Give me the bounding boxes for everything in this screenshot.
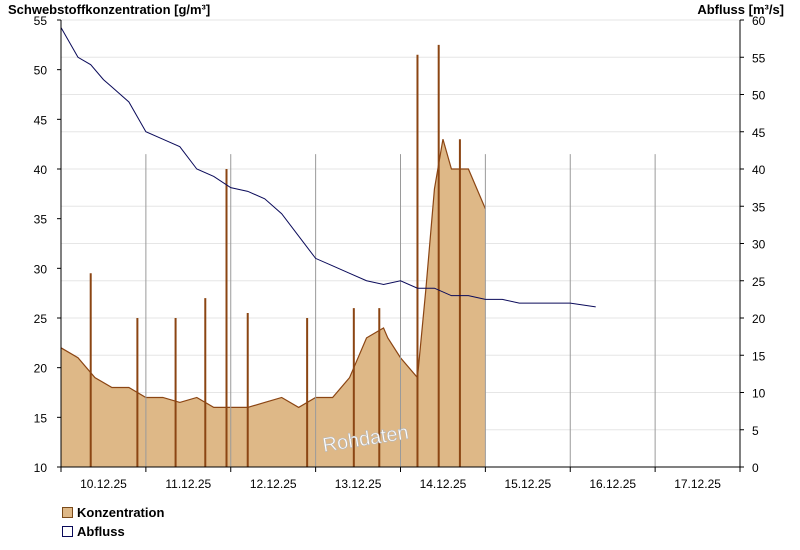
left-axis-tick-label: 25: [34, 312, 48, 326]
left-axis-tick-label: 15: [34, 411, 48, 425]
konzentration-area: [61, 139, 486, 467]
x-axis-tick-label: 13.12.25: [335, 477, 382, 491]
left-axis-tick-label: 35: [34, 213, 48, 227]
abfluss-line: [60, 27, 596, 308]
legend-label-konzentration: Konzentration: [77, 505, 165, 520]
left-axis-tick-label: 55: [34, 14, 48, 28]
right-axis-tick-label: 60: [752, 14, 766, 28]
left-axis-tick-label: 10: [34, 461, 48, 475]
right-axis-tick-label: 45: [752, 126, 766, 140]
x-axis-tick-label: 16.12.25: [589, 477, 636, 491]
right-axis-tick-label: 50: [752, 89, 766, 103]
left-axis-tick-label: 20: [34, 362, 48, 376]
left-axis-tick-label: 45: [34, 113, 48, 127]
x-axis-tick-label: 10.12.25: [80, 477, 127, 491]
legend-item-abfluss: Abfluss: [62, 524, 125, 539]
right-axis-tick-label: 30: [752, 238, 766, 252]
right-axis-tick-label: 0: [752, 461, 759, 475]
x-axis-tick-label: 12.12.25: [250, 477, 297, 491]
left-axis-tick-label: 30: [34, 262, 48, 276]
legend-swatch-konzentration: [62, 507, 73, 518]
left-axis-tick-label: 50: [34, 64, 48, 78]
legend-item-konzentration: Konzentration: [62, 505, 164, 520]
x-axis-tick-label: 11.12.25: [165, 477, 211, 491]
right-axis-tick-label: 20: [752, 312, 766, 326]
right-axis-tick-label: 40: [752, 163, 766, 177]
x-axis-tick-label: 14.12.25: [420, 477, 467, 491]
x-axis-tick-label: 17.12.25: [674, 477, 721, 491]
konzentration-edge: [60, 139, 486, 409]
right-axis-tick-label: 35: [752, 200, 766, 214]
legend-label-abfluss: Abfluss: [77, 524, 125, 539]
legend-swatch-abfluss: [62, 526, 73, 537]
right-axis-title: Abfluss [m³/s]: [697, 2, 784, 17]
left-axis-tick-label: 40: [34, 163, 48, 177]
left-axis-title: Schwebstoffkonzentration [g/m³]: [8, 2, 211, 17]
x-axis-tick-label: 15.12.25: [504, 477, 551, 491]
right-axis-tick-label: 55: [752, 51, 766, 65]
right-axis-tick-label: 15: [752, 349, 766, 363]
right-axis-tick-label: 25: [752, 275, 766, 289]
right-axis-tick-label: 5: [752, 424, 759, 438]
right-axis-tick-label: 10: [752, 387, 766, 401]
